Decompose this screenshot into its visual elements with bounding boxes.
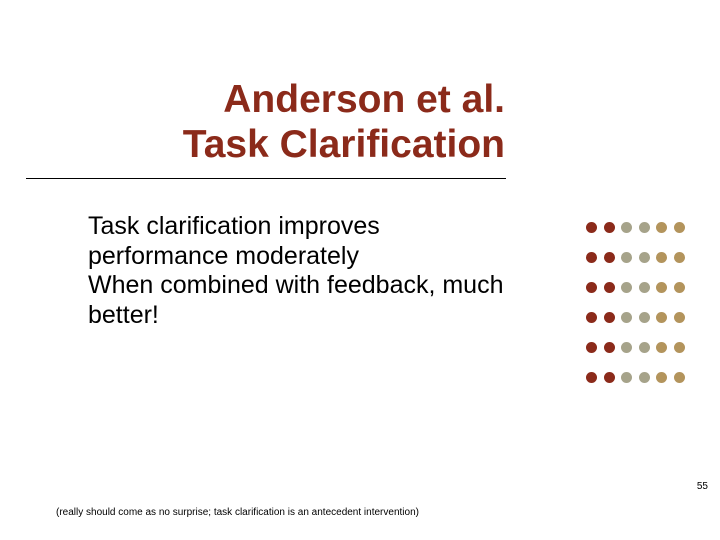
title-divider [26, 178, 506, 179]
page-number: 55 [697, 481, 708, 492]
footnote: (really should come as no surprise; task… [56, 507, 419, 518]
decorative-dot [604, 222, 615, 233]
decorative-dot [604, 252, 615, 263]
decorative-dot [656, 222, 667, 233]
decorative-dot [674, 252, 685, 263]
decorative-dot [586, 282, 597, 293]
decorative-dot [621, 372, 632, 383]
decorative-dot [656, 282, 667, 293]
body-paragraph-2: When combined with feedback, much better… [88, 271, 508, 330]
decorative-dot [674, 342, 685, 353]
decorative-dot [621, 282, 632, 293]
decorative-dot [586, 342, 597, 353]
decorative-dot [621, 342, 632, 353]
decorative-dot [586, 222, 597, 233]
decorative-dot [586, 372, 597, 383]
decorative-dot [674, 312, 685, 323]
decorative-dot [586, 312, 597, 323]
body-paragraph-1: Task clarification improves performance … [88, 212, 508, 271]
decorative-dot [639, 282, 650, 293]
slide-title: Anderson et al. Task Clarification [125, 78, 505, 168]
decorative-dot [674, 222, 685, 233]
decorative-dot [639, 372, 650, 383]
decorative-dot [639, 222, 650, 233]
decorative-dot [656, 342, 667, 353]
decorative-dot [656, 372, 667, 383]
decorative-dot-grid [583, 212, 688, 392]
decorative-dot [604, 342, 615, 353]
decorative-dot [656, 312, 667, 323]
decorative-dot [639, 342, 650, 353]
decorative-dot [621, 312, 632, 323]
title-line-1: Anderson et al. [125, 78, 505, 123]
decorative-dot [621, 222, 632, 233]
decorative-dot [674, 282, 685, 293]
decorative-dot [639, 252, 650, 263]
decorative-dot [621, 252, 632, 263]
decorative-dot [586, 252, 597, 263]
body-text: Task clarification improves performance … [88, 212, 508, 330]
decorative-dot [604, 282, 615, 293]
decorative-dot [604, 312, 615, 323]
title-line-2: Task Clarification [125, 123, 505, 168]
decorative-dot [639, 312, 650, 323]
decorative-dot [674, 372, 685, 383]
decorative-dot [604, 372, 615, 383]
decorative-dot [656, 252, 667, 263]
